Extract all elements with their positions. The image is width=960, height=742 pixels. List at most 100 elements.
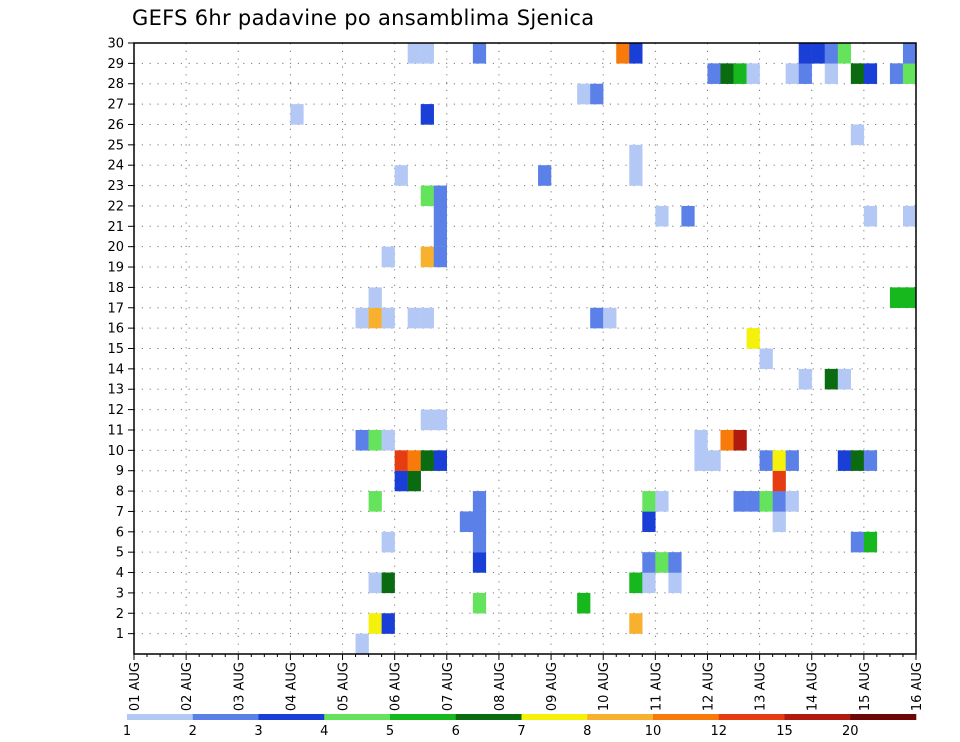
heatmap-cell	[420, 43, 434, 64]
heatmap-cell	[889, 287, 904, 308]
heatmap-cell	[759, 348, 773, 370]
y-tick-label: 12	[107, 403, 124, 418]
x-tick-label: 16 AUG	[910, 662, 925, 711]
heatmap-cell	[433, 450, 447, 471]
heatmap-cell	[863, 205, 878, 227]
heatmap-cell	[407, 450, 421, 471]
heatmap-cell	[629, 43, 643, 64]
y-tick-label: 21	[107, 220, 124, 235]
y-tick-label: 13	[107, 383, 124, 398]
heatmap-cell	[837, 43, 852, 64]
heatmap-cell	[850, 124, 865, 146]
y-tick-label: 19	[107, 261, 124, 276]
heatmap-cell	[850, 450, 865, 471]
y-tick-label: 20	[107, 240, 124, 255]
colorbar-label: 7	[517, 724, 525, 739]
heatmap-cell	[707, 450, 721, 471]
y-tick-label: 17	[107, 301, 124, 316]
x-tick-label: 15 AUG	[858, 662, 873, 711]
heatmap-cell	[733, 491, 747, 512]
colorbar-segment	[521, 714, 588, 720]
heatmap-cell	[902, 63, 917, 84]
x-tick-label: 06 AUG	[389, 662, 404, 711]
heatmap-cell	[850, 63, 865, 84]
colorbar-label: 10	[645, 724, 662, 739]
colorbar-label: 6	[452, 724, 460, 739]
heatmap-cell	[420, 104, 434, 125]
heatmap-cell	[798, 43, 812, 64]
heatmap-cell	[394, 165, 408, 186]
x-tick-label: 01 AUG	[128, 662, 143, 711]
colorbar-label: 12	[710, 724, 727, 739]
heatmap-cell	[811, 43, 825, 64]
heatmap-cell	[538, 165, 552, 186]
colorbar-segment	[784, 714, 851, 720]
heatmap-cell	[785, 63, 799, 84]
colorbar-segment	[324, 714, 391, 720]
heatmap-cell	[629, 572, 643, 594]
heatmap-cell	[629, 165, 643, 186]
x-tick-label: 13 AUG	[754, 662, 769, 711]
y-tick-label: 30	[107, 37, 124, 52]
colorbar-segment	[850, 714, 917, 720]
heatmap-cell	[433, 185, 447, 207]
y-tick-label: 5	[116, 546, 124, 561]
heatmap-cell	[746, 63, 760, 84]
y-tick-label: 23	[107, 179, 124, 194]
heatmap-cell	[694, 429, 708, 451]
colorbar-segment	[258, 714, 325, 720]
heatmap-cell	[472, 491, 487, 512]
heatmap-cell	[889, 63, 904, 84]
heatmap-cell	[863, 531, 878, 553]
heatmap-cell	[420, 307, 434, 329]
y-tick-label: 27	[107, 98, 124, 113]
heatmap-cell	[616, 43, 630, 64]
heatmap-cell	[772, 491, 786, 512]
x-tick-label: 12 AUG	[701, 662, 716, 711]
heatmap-cell	[707, 63, 721, 84]
heatmap-cell	[433, 226, 447, 247]
heatmap-cell	[655, 205, 669, 227]
heatmap-cell	[368, 429, 382, 451]
heatmap-cell	[798, 368, 812, 390]
heatmap-cell	[381, 572, 395, 594]
heatmap-cell	[759, 491, 773, 512]
heatmap-cell	[863, 450, 878, 471]
heatmap-cell	[642, 491, 656, 512]
heatmap-cell	[603, 307, 617, 329]
heatmap-cell	[394, 450, 408, 471]
heatmap-cell	[472, 43, 487, 64]
heatmap-cell	[629, 613, 643, 634]
colorbar-label: 8	[583, 724, 591, 739]
y-tick-label: 9	[116, 464, 124, 479]
heatmap-cell	[772, 470, 786, 492]
heatmap-cell	[381, 531, 395, 553]
heatmap-cell	[407, 43, 421, 64]
y-tick-label: 29	[107, 57, 124, 72]
y-tick-label: 1	[116, 627, 124, 642]
heatmap-cell	[785, 450, 799, 471]
heatmap-cell	[420, 185, 434, 207]
heatmap-cell	[368, 491, 382, 512]
x-tick-label: 08 AUG	[493, 662, 508, 711]
heatmap-cell	[577, 592, 591, 614]
heatmap-cell	[368, 572, 382, 594]
y-tick-label: 6	[116, 525, 124, 540]
heatmap-cell	[668, 552, 682, 573]
colorbar-segment	[718, 714, 785, 720]
heatmap-cell	[824, 368, 838, 390]
heatmap-cell	[420, 409, 434, 431]
y-tick-label: 18	[107, 281, 124, 296]
colorbar-segment	[192, 714, 259, 720]
colorbar-label: 4	[320, 724, 328, 739]
x-tick-label: 07 AUG	[441, 662, 456, 711]
colorbar-segment	[127, 714, 194, 720]
heatmap-cell	[381, 429, 395, 451]
heatmap-cell	[355, 429, 369, 451]
heatmap-cell	[902, 43, 917, 64]
colorbar-label: 20	[842, 724, 859, 739]
x-tick-label: 03 AUG	[232, 662, 247, 711]
heatmap-cell	[577, 83, 591, 105]
heatmap-cell	[746, 491, 760, 512]
y-tick-label: 14	[107, 362, 124, 377]
